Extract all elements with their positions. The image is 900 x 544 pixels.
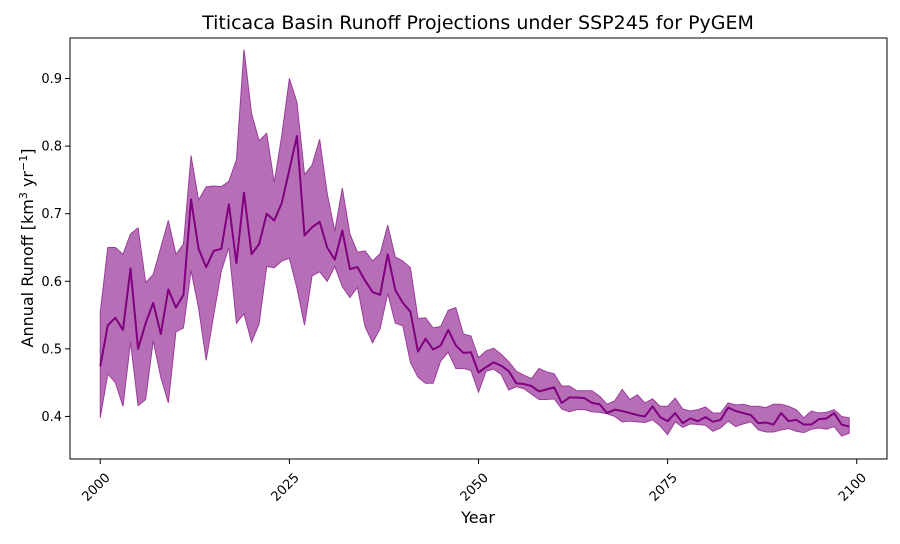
- uncertainty-band: [99, 49, 850, 437]
- x-tick-label: 2025: [269, 471, 303, 505]
- x-axis-label: Year: [460, 508, 495, 527]
- y-tick-label: 0.6: [41, 275, 62, 290]
- y-axis-label: Annual Runoff [km3 yr−1]: [17, 149, 37, 348]
- y-axis: 0.4 0.5 0.6 0.7 0.8 0.9: [41, 72, 70, 425]
- y-tick-label: 0.8: [41, 140, 62, 155]
- y-tick-label: 0.5: [41, 342, 62, 357]
- y-axis-label-end: ]: [18, 149, 37, 155]
- x-tick-label: 2050: [458, 471, 492, 505]
- series-line-1: [99, 134, 850, 428]
- plot-area: [99, 49, 850, 437]
- y-tick-label: 0.9: [41, 72, 62, 87]
- x-axis: 2000 2025 2050 2075 2100: [80, 459, 870, 505]
- y-axis-label-superscript-1: 3: [17, 192, 30, 199]
- x-tick-label: 2100: [836, 471, 870, 505]
- x-tick-label: 2075: [647, 471, 681, 505]
- x-tick-label: 2000: [80, 471, 114, 505]
- y-tick-label: 0.4: [41, 410, 62, 425]
- chart-title: Titicaca Basin Runoff Projections under …: [201, 12, 754, 34]
- y-axis-label-mid: yr: [18, 171, 37, 193]
- y-tick-label: 0.7: [41, 207, 62, 222]
- y-axis-label-main: Annual Runoff [km: [18, 199, 37, 347]
- y-axis-label-superscript-2: −1: [17, 155, 30, 171]
